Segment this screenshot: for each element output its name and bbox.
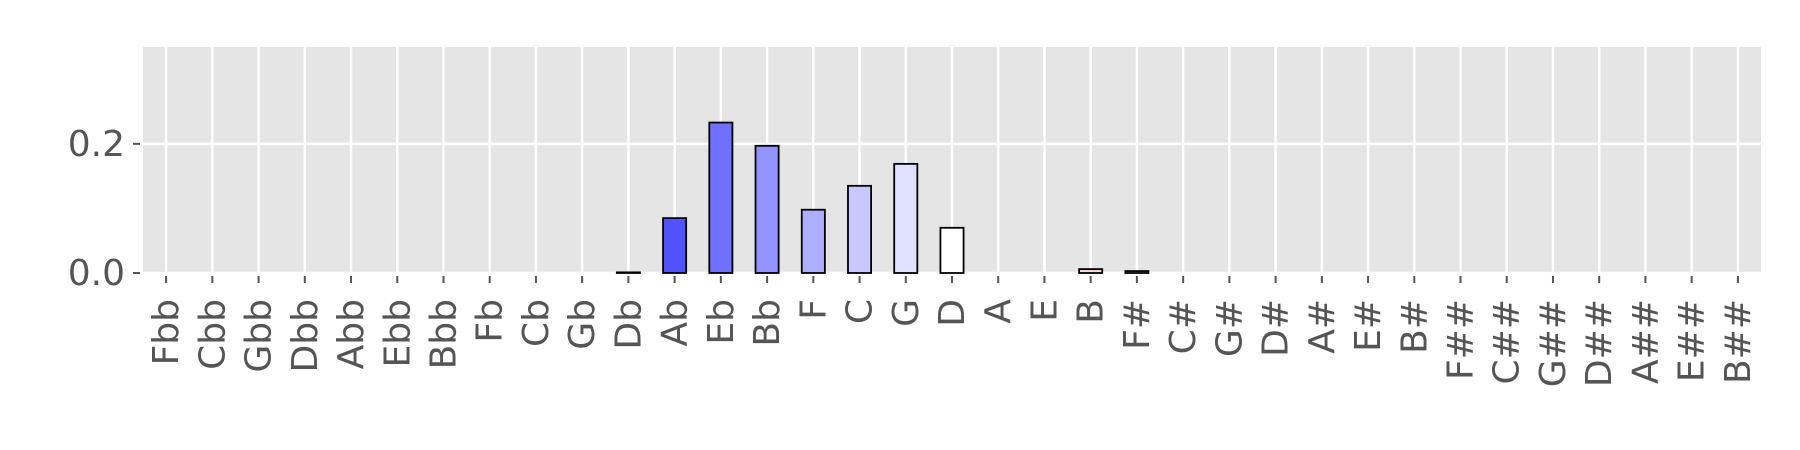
x-tick-label: Bb [747,299,788,347]
y-axis: 0.0 0.2 [68,124,140,294]
x-tick-label: B [1071,299,1112,324]
x-tick-label: E## [1672,299,1713,382]
x-tick-label: Ebb [377,299,418,367]
x-tick-label: G## [1533,299,1574,387]
x-tick-label: G [886,299,927,327]
y-tick-label: 0.0 [68,253,125,294]
x-tick-label: Fbb [146,299,187,365]
bar-B [1078,268,1104,274]
x-tick-label: Cb [516,299,557,347]
x-tick-label: C## [1487,299,1528,384]
bars [615,121,1150,274]
bar-F# [1124,270,1150,274]
x-tick-label: Db [608,299,649,350]
x-tick-label: A [978,299,1019,324]
x-tick-label: Cbb [192,299,233,370]
x-tick-label: E# [1348,299,1389,352]
x-tick-label: G# [1209,299,1250,357]
x-tick-label: D## [1579,299,1620,387]
bar-C [847,184,873,274]
x-tick-label: D [932,299,973,327]
x-tick-label: B# [1394,299,1435,354]
x-axis: Fbb Cbb Gbb Dbb Abb Ebb Bbb Fb Cb Gb Db Ab Eb Bb F C G D A… [146,276,1759,387]
x-tick-label: F [793,299,834,320]
bar-G [893,162,919,274]
bar-D [939,226,965,274]
bar-F [800,208,826,274]
x-tick-label: Abb [331,299,372,369]
x-tick-label: C# [1163,299,1204,354]
x-tick-label: Gb [562,299,603,350]
x-tick-label: C [840,299,881,324]
bar-Eb [708,121,734,274]
x-tick-label: A## [1625,299,1666,384]
x-tick-label: Fb [470,299,511,343]
bar-Ab [662,217,688,274]
x-tick-label: Bbb [423,299,464,369]
x-tick-label: B## [1718,299,1759,384]
bar-Bb [754,144,780,274]
x-tick-label: Ab [655,299,696,346]
x-tick-label: A# [1302,299,1343,354]
x-tick-label: Dbb [285,299,326,372]
y-tick-label: 0.2 [68,124,125,165]
x-tick-label: Eb [701,299,742,345]
bar-Db [615,271,641,274]
x-tick-label: E [1024,299,1065,322]
x-tick-label: Gbb [239,299,280,373]
x-tick-label: F# [1117,299,1158,350]
x-tick-label: D# [1256,299,1297,357]
x-tick-label: F## [1441,299,1482,380]
